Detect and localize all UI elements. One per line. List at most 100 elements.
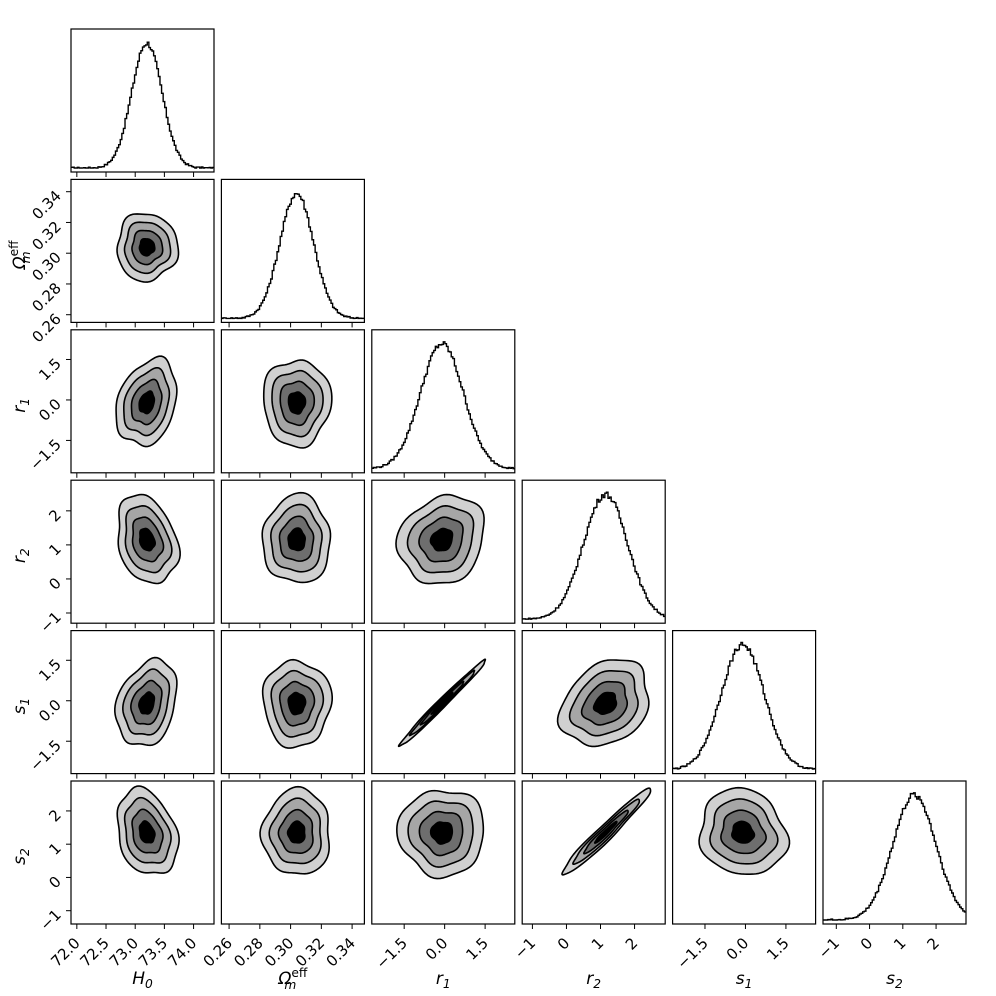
panel-s1-H0: −1.5 0.0 1.5s1 — [10, 629, 215, 779]
panel-Om-H0: 0.260.280.300.320.34 Ωeffm — [7, 178, 215, 346]
xlabel-s1: s1 — [736, 969, 753, 991]
xtick-label-H0: 72.5 — [76, 934, 112, 970]
ytick-label-r2: −1 — [36, 608, 64, 636]
xtick-label-s1: −1.5 — [673, 934, 711, 972]
xtick-label-r1: −1.5 — [373, 934, 411, 972]
ytick-label-s1: −1.5 — [26, 736, 64, 774]
ytick-label-s2: −1 — [36, 906, 64, 934]
marginal-curve-s1 — [672, 641, 816, 770]
contour-1-r1-H0 — [138, 390, 156, 415]
panel-s2-r2: −1 0 1 2 r2 — [511, 780, 666, 991]
ytick-label-Om: 0.26 — [28, 310, 64, 346]
ylabel-Om: Ωeffm — [7, 240, 33, 271]
ylabel-s1: s1 — [10, 698, 32, 715]
contour-1-s1-r2 — [592, 691, 618, 715]
marginal-curve-Om — [221, 193, 365, 320]
xtick-label-H0: 74.0 — [164, 934, 200, 970]
panel-r2-r2 — [521, 479, 666, 629]
marginal-curve-r2 — [522, 491, 666, 620]
panel-frame — [521, 780, 666, 925]
xtick-label-s1: 0.0 — [723, 934, 753, 964]
panel-s1-s1 — [671, 629, 817, 779]
panel-Om-Om — [220, 178, 365, 328]
panel-frame — [220, 329, 365, 474]
panel-s2-s1: −1.5 0.0 1.5 s1 — [671, 780, 817, 991]
xtick-label-r2: −1 — [511, 934, 539, 962]
panel-s2-H0: −1 0 1 2 s2 72.072.573.073.574.0 H0 — [10, 780, 215, 991]
panel-frame — [671, 629, 817, 775]
xtick-label-r1: 1.5 — [462, 934, 492, 964]
ytick-label-Om: 0.28 — [28, 279, 64, 315]
panel-s2-r1: −1.5 0.0 1.5 r1 — [371, 780, 516, 991]
contour-1-r2-Om — [287, 527, 306, 552]
xtick-label-H0: 73.5 — [135, 934, 171, 970]
contour-1-s2-r2 — [593, 820, 618, 844]
xtick-label-s2: −1 — [815, 934, 843, 962]
panel-s1-r1 — [371, 629, 516, 779]
xlabel-s2: s2 — [886, 969, 903, 991]
ytick-label-r1: −1.5 — [26, 436, 64, 474]
panel-frame — [521, 629, 666, 775]
panel-s1-r2 — [521, 629, 666, 779]
contour-1-s2-s1 — [731, 820, 756, 844]
panel-frame — [70, 479, 215, 624]
contour-1-s1-r1 — [430, 691, 454, 715]
xtick-label-s2: 2 — [923, 934, 942, 953]
contour-1-r1-Om — [287, 391, 307, 415]
xtick-label-Om: 0.34 — [323, 934, 359, 970]
panel-frame — [70, 329, 215, 474]
xtick-label-Om: 0.26 — [200, 934, 236, 970]
xtick-label-s1: 1.5 — [763, 934, 793, 964]
contour-1-r2-r1 — [429, 527, 454, 552]
contour-1-s2-r1 — [429, 821, 454, 845]
panel-r1-H0: −1.5 0.0 1.5r1 — [10, 329, 215, 478]
panel-frame — [521, 479, 666, 624]
ytick-label-s1: 0.0 — [35, 696, 65, 726]
xtick-label-s2: 0 — [857, 934, 876, 953]
contour-1-s1-Om — [287, 691, 307, 716]
panel-frame — [822, 780, 967, 925]
panel-frame — [70, 629, 215, 775]
xtick-label-Om: 0.30 — [261, 934, 297, 970]
xlabel-r2: r2 — [586, 969, 601, 991]
xtick-label-r2: 2 — [622, 934, 641, 953]
ylabel-r1: r1 — [10, 398, 32, 413]
panel-frame — [671, 780, 817, 925]
ytick-label-r2: 2 — [45, 506, 64, 525]
xtick-label-r2: 0 — [554, 934, 573, 953]
panel-frame — [220, 479, 365, 624]
panel-frame — [371, 329, 516, 474]
panel-s1-Om — [220, 629, 365, 779]
contour-1-s1-H0 — [138, 691, 156, 715]
panel-frame — [70, 780, 215, 925]
panel-r1-Om — [220, 329, 365, 478]
panel-frame — [371, 780, 516, 925]
ytick-label-s2: 0 — [45, 873, 64, 892]
contour-1-r2-H0 — [138, 527, 156, 552]
ytick-label-s2: 1 — [45, 839, 64, 858]
ytick-label-Om: 0.34 — [28, 187, 64, 223]
xlabel-r1: r1 — [436, 969, 451, 991]
contour-1-s2-H0 — [138, 820, 156, 844]
marginal-curve-H0 — [71, 41, 214, 169]
panel-frame — [70, 28, 215, 173]
ytick-label-r1: 0.0 — [35, 395, 65, 425]
ytick-label-r1: 1.5 — [35, 355, 65, 385]
panel-H0-H0 — [70, 28, 215, 177]
ytick-label-r2: 1 — [45, 540, 64, 559]
xtick-label-s2: 1 — [890, 934, 909, 953]
ylabel-r2: r2 — [10, 548, 32, 563]
xtick-label-H0: 72.0 — [47, 934, 83, 970]
marginal-curve-r1 — [371, 341, 515, 470]
xtick-label-Om: 0.28 — [230, 934, 266, 970]
panel-r2-r1 — [371, 479, 516, 629]
xlabel-H0: H0 — [132, 969, 153, 991]
ytick-label-Om: 0.30 — [28, 248, 64, 284]
panel-frame — [371, 479, 516, 624]
panel-r2-Om — [220, 479, 365, 629]
contour-1-Om-H0 — [138, 237, 156, 257]
ytick-label-Om: 0.32 — [28, 218, 64, 254]
ytick-label-r2: 0 — [45, 574, 64, 593]
panel-frame — [371, 629, 516, 775]
